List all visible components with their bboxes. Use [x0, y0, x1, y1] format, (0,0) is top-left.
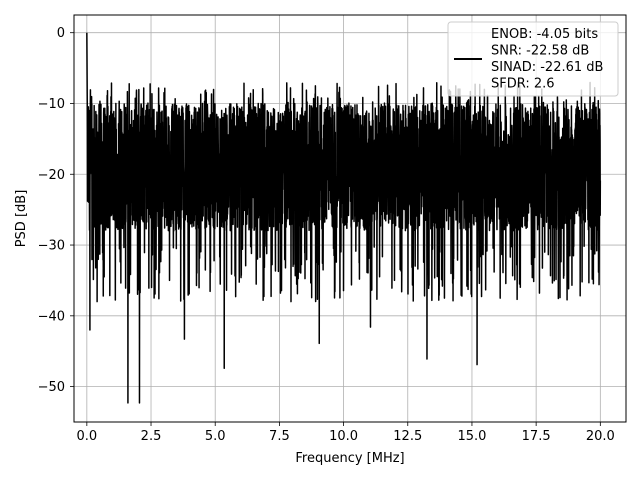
- x-tick-label: 15.0: [457, 429, 486, 444]
- y-tick-label: −20: [38, 168, 65, 183]
- psd-series-line: [86, 32, 602, 404]
- x-tick-label: 0.0: [76, 429, 97, 444]
- y-tick-label: −50: [38, 380, 65, 395]
- x-tick-label: 17.5: [522, 429, 551, 444]
- x-tick-label: 10.0: [329, 429, 358, 444]
- y-tick-label: −30: [38, 239, 65, 254]
- legend-entry-sfdr: SFDR: 2.6: [491, 77, 555, 92]
- legend-entry-enob: ENOB: -4.05 bits: [491, 27, 598, 42]
- legend-box: [447, 21, 619, 97]
- y-axis-ticks: 0 −10 −20 −30 −40 −50: [38, 26, 74, 395]
- y-tick-label: −40: [38, 309, 65, 324]
- legend-entry-snr: SNR: -22.58 dB: [491, 44, 589, 59]
- x-axis-label: Frequency [MHz]: [295, 451, 404, 466]
- y-tick-label: −10: [38, 97, 65, 112]
- x-tick-label: 5.0: [205, 429, 226, 444]
- legend: ENOB: -4.05 bits SNR: -22.58 dB SINAD: -…: [447, 21, 619, 97]
- y-tick-label: 0: [57, 26, 65, 41]
- axes-frame: [73, 14, 627, 423]
- x-axis-ticks: 0.0 2.5 5.0 7.5 10.0 12.5 15.0 17.5 20.0: [76, 422, 615, 444]
- x-tick-label: 7.5: [269, 429, 290, 444]
- plot-area: [86, 32, 602, 404]
- legend-entry-sinad: SINAD: -22.61 dB: [491, 60, 603, 75]
- x-tick-label: 2.5: [141, 429, 162, 444]
- x-tick-label: 12.5: [393, 429, 422, 444]
- x-tick-label: 20.0: [586, 429, 615, 444]
- y-axis-label: PSD [dB]: [14, 190, 29, 248]
